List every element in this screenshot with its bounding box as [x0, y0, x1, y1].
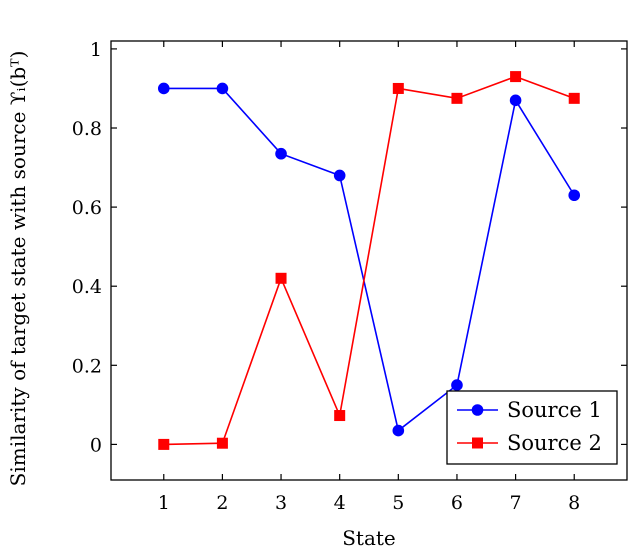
legend: Source 1 Source 2	[446, 390, 618, 465]
y-tick-label: 0.4	[72, 276, 102, 298]
x-tick-label: 8	[568, 492, 580, 514]
x-tick-label: 5	[392, 492, 404, 514]
series-2-point	[568, 92, 580, 104]
legend-label-2: Source 2	[507, 431, 602, 455]
legend-box	[446, 390, 618, 465]
x-tick-label: 2	[216, 492, 228, 514]
y-axis: 0 0.2 0.4 0.6 0.8 1	[72, 39, 627, 456]
series-1-point	[157, 82, 170, 95]
series-2-point	[334, 410, 346, 422]
series-2-point	[451, 92, 463, 104]
x-tick-label: 3	[275, 492, 287, 514]
y-tick-label: 0.2	[72, 355, 102, 377]
series-2-point	[392, 82, 404, 94]
y-tick-label: 0.6	[72, 197, 102, 219]
series-2-point	[158, 438, 170, 450]
series-layer	[157, 71, 581, 450]
x-tick-label: 7	[510, 492, 522, 514]
series-line-2	[163, 75, 575, 446]
y-tick-label: 1	[90, 39, 102, 61]
x-tick-label: 6	[451, 492, 463, 514]
x-tick-label: 1	[158, 492, 170, 514]
series-1-point	[568, 189, 581, 202]
x-tick-label: 4	[334, 492, 346, 514]
series-2-point	[275, 272, 287, 284]
y-axis-title: Similarity of target state with source ϒ…	[6, 51, 30, 487]
series-1-point	[216, 82, 229, 95]
series-1-point	[451, 379, 463, 391]
series-1-point	[509, 94, 522, 107]
legend-marker-1	[471, 404, 484, 416]
series-line-1	[163, 87, 575, 432]
y-tick-label: 0	[90, 434, 102, 456]
legend-label-1: Source 1	[507, 398, 602, 422]
series-2-point	[216, 437, 228, 449]
legend-marker-2	[472, 437, 483, 449]
series-1-point	[333, 169, 346, 182]
series-1-point	[275, 147, 287, 160]
x-axis-title: State	[342, 526, 396, 548]
x-axis: 1 2 3 4 5 6 7 8	[158, 41, 580, 514]
series-1-point	[392, 424, 405, 437]
series-2-point	[510, 71, 522, 83]
plot-frame	[110, 40, 628, 481]
y-tick-label: 0.8	[72, 118, 102, 140]
